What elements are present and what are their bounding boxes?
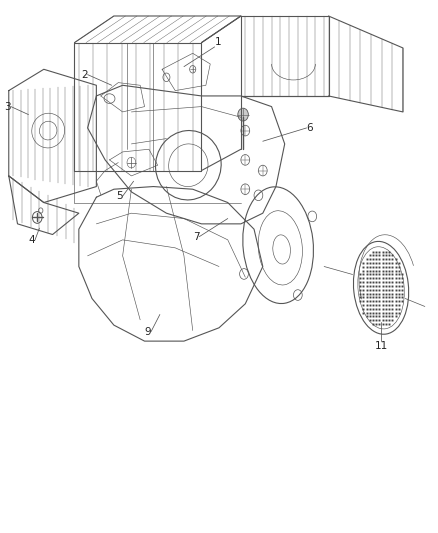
Text: 2: 2 (81, 70, 88, 79)
Circle shape (238, 108, 248, 121)
Text: 9: 9 (145, 327, 151, 336)
Text: 5: 5 (116, 191, 123, 201)
Text: 3: 3 (4, 102, 11, 111)
Text: 7: 7 (193, 232, 199, 241)
Text: 6: 6 (307, 123, 313, 133)
Text: 11: 11 (374, 341, 388, 351)
Text: 4: 4 (28, 235, 35, 245)
Text: 1: 1 (215, 37, 221, 47)
